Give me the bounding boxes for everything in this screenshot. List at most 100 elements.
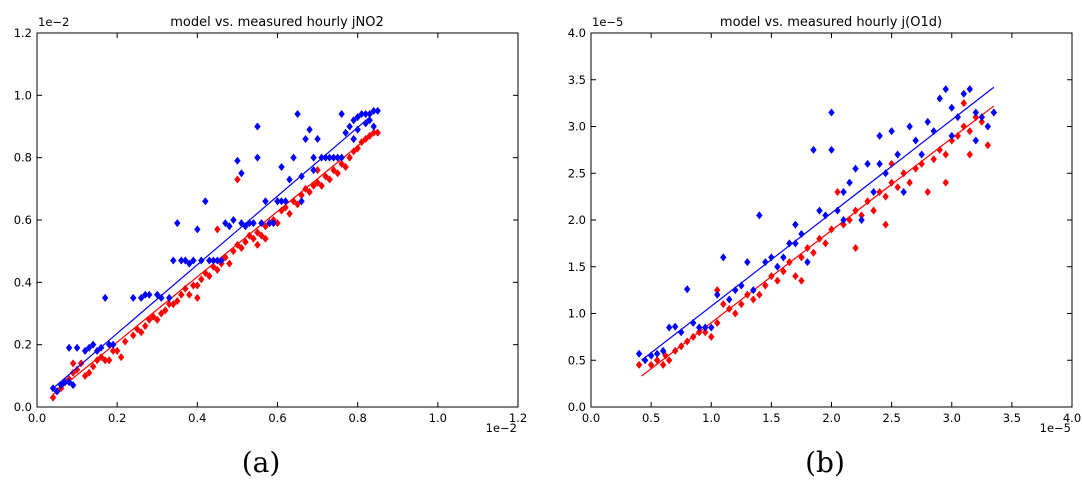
data-point <box>85 368 93 377</box>
data-point <box>846 178 853 187</box>
data-point <box>894 150 901 159</box>
data-point <box>346 122 353 131</box>
data-point <box>744 258 751 267</box>
data-point <box>101 293 109 302</box>
y-tick-label: 0.0 <box>568 400 586 414</box>
data-point <box>690 318 697 327</box>
x-tick-label: 4.0 <box>1063 411 1081 425</box>
data-point <box>310 153 317 162</box>
data-point <box>912 136 919 145</box>
fit-line <box>52 129 379 395</box>
x-tick-label: 0.0 <box>582 411 600 425</box>
data-point <box>158 309 165 318</box>
data-point <box>314 166 321 175</box>
x-tick-label: 2.0 <box>822 411 840 425</box>
data-point <box>702 328 709 337</box>
chart-panel-a: model vs. measured hourly jNO2 1e−2 1e−2… <box>14 15 527 479</box>
series-red <box>635 99 998 377</box>
data-point <box>198 275 205 284</box>
data-point <box>130 293 137 302</box>
x-scale-label-b: 1e−5 <box>1040 421 1071 435</box>
data-point <box>792 220 799 229</box>
data-point <box>298 197 305 206</box>
data-point <box>358 110 365 119</box>
data-point <box>278 197 285 206</box>
data-point <box>852 244 859 253</box>
data-point <box>966 85 973 94</box>
ticks-a: 0.0 0.2 0.4 0.6 0.8 1.0 1.2 0.0 0.2 0.4 0.6 0.8 1.0 1… <box>14 26 527 425</box>
data-point <box>178 256 185 265</box>
series-red <box>49 128 381 402</box>
y-tick-label: 3.0 <box>568 120 586 134</box>
data-point <box>182 256 189 265</box>
data-point <box>69 368 77 377</box>
data-point <box>250 234 257 243</box>
data-point <box>61 378 69 387</box>
data-point <box>226 259 233 268</box>
data-point <box>326 153 333 162</box>
data-point <box>81 371 89 380</box>
data-point <box>858 216 865 224</box>
data-point <box>210 262 217 271</box>
data-point <box>882 220 889 229</box>
data-point <box>338 110 345 119</box>
data-point <box>342 163 349 172</box>
x-tick-label: 0.0 <box>28 411 46 425</box>
data-point <box>234 175 241 184</box>
data-point <box>900 187 907 196</box>
data-point <box>894 183 901 192</box>
x-tick-label: 0.2 <box>108 411 126 425</box>
data-point <box>186 290 193 299</box>
data-point <box>142 290 149 299</box>
data-point <box>162 306 169 315</box>
data-point <box>804 244 811 253</box>
data-point <box>942 178 949 187</box>
data-point <box>194 225 201 234</box>
data-point <box>338 159 345 168</box>
data-point <box>696 323 703 332</box>
x-tick-label: 1.2 <box>509 411 527 425</box>
fit-line <box>641 105 995 377</box>
data-point <box>238 169 245 178</box>
y-tick-label: 1.0 <box>14 88 32 102</box>
data-point <box>942 150 949 159</box>
data-point <box>101 356 109 365</box>
data-point <box>194 281 201 290</box>
data-point <box>738 300 745 309</box>
data-point <box>804 258 811 267</box>
data-point <box>69 359 77 368</box>
data-point <box>65 343 73 352</box>
data-point <box>254 122 261 131</box>
data-point <box>222 219 229 228</box>
data-point <box>840 220 847 229</box>
data-point <box>876 159 883 168</box>
data-point <box>912 164 919 173</box>
y-scale-label-a: 1e−2 <box>38 15 69 29</box>
fit-line <box>641 86 995 361</box>
data-point <box>202 197 209 206</box>
data-point <box>254 153 261 162</box>
data-point <box>798 230 805 239</box>
data-point <box>81 346 89 355</box>
y-tick-label: 0.6 <box>14 213 32 227</box>
data-point <box>702 323 709 332</box>
axes-frame-b <box>590 32 1073 408</box>
data-point <box>262 197 269 206</box>
data-point <box>73 365 81 374</box>
data-point <box>226 222 233 231</box>
data-point <box>318 181 325 190</box>
data-point <box>882 192 889 201</box>
data-point <box>174 297 181 306</box>
data-point <box>254 228 261 237</box>
y-tick-label: 0.5 <box>568 353 586 367</box>
data-point <box>154 315 161 324</box>
data-point <box>659 346 667 355</box>
data-point <box>109 340 117 349</box>
data-point <box>230 247 237 256</box>
data-point <box>810 248 817 257</box>
data-point <box>250 219 257 228</box>
data-point <box>73 343 81 352</box>
x-tick-label: 1.0 <box>702 411 720 425</box>
data-point <box>105 356 113 365</box>
